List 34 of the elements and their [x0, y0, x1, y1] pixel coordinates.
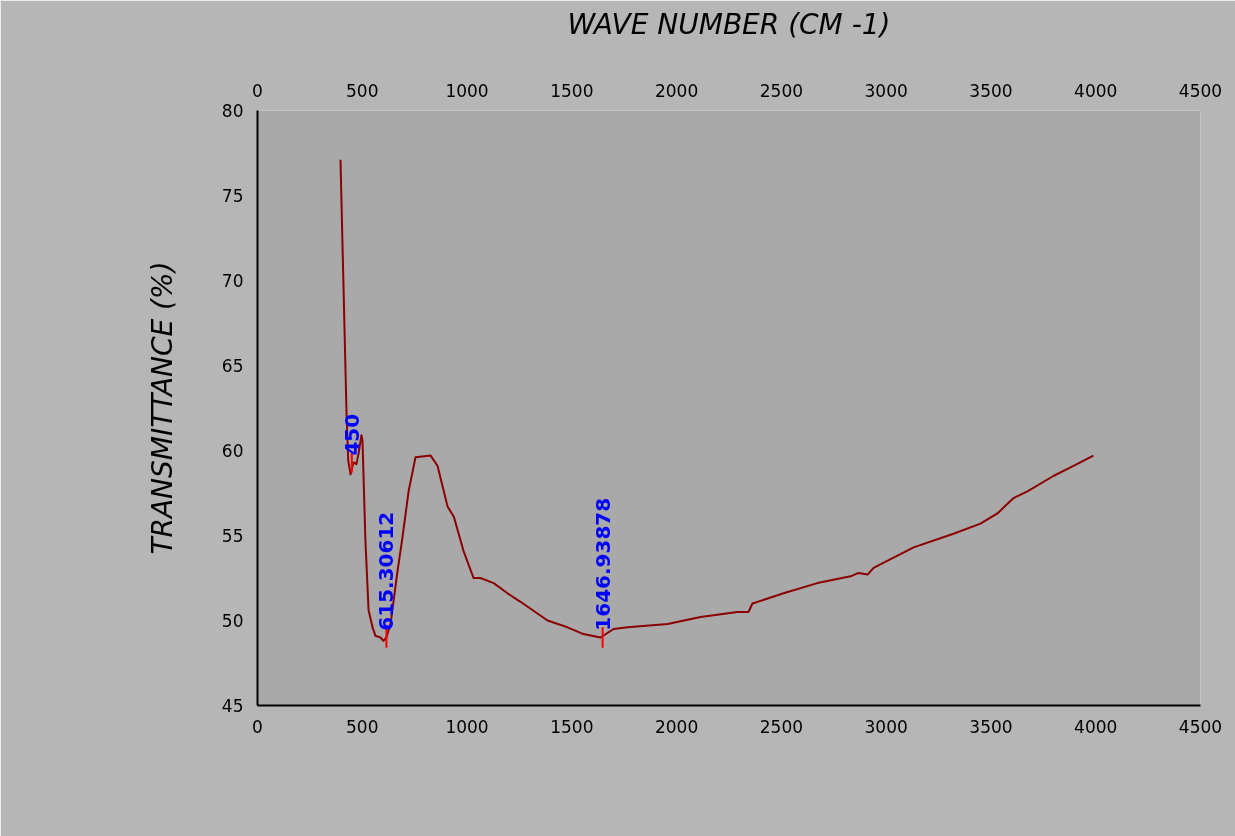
y-tick-label: 50 [221, 611, 244, 631]
y-tick-label: 70 [221, 271, 244, 291]
annotation: 450 [339, 413, 364, 456]
annotation: 615.30612 [374, 511, 399, 631]
x-axis-title: WAVE NUMBER (CM -1) [567, 7, 891, 41]
y-axis-title: TRANSMITTANCE (%) [145, 261, 179, 555]
x2-tick-label: 1000 [445, 716, 489, 737]
x2-tick-label: 500 [346, 716, 379, 737]
x-tick-label: 4000 [1074, 80, 1118, 101]
x2-tick-label: 0 [252, 716, 263, 737]
x-tick-label: 4500 [1178, 80, 1223, 101]
y-tick-label: 80 [221, 101, 244, 121]
y-tick-label: 55 [221, 526, 244, 546]
y-tick-label: 60 [221, 441, 244, 461]
x2-tick-label: 2500 [759, 716, 804, 737]
x-tick-label: 500 [346, 80, 379, 101]
x-tick-label: 3000 [864, 80, 908, 101]
y-tick-label: 75 [221, 186, 244, 206]
x2-tick-label: 1500 [550, 716, 594, 737]
x-tick-label: 2000 [654, 80, 699, 101]
x2-tick-label: 2000 [654, 716, 699, 737]
x-tick-label: 0 [252, 80, 263, 101]
x2-tick-label: 3000 [864, 716, 908, 737]
y-tick-label: 45 [221, 696, 244, 716]
y-tick-label: 65 [221, 356, 244, 376]
x-tick-label: 2500 [759, 80, 804, 101]
x-tick-label: 1500 [550, 80, 594, 101]
x-tick-label: 3500 [969, 80, 1013, 101]
x2-tick-label: 3500 [969, 716, 1013, 737]
annotation: 1646.93878 [590, 497, 615, 631]
x2-tick-label: 4000 [1074, 716, 1118, 737]
x2-tick-label: 4500 [1178, 716, 1223, 737]
x-tick-label: 1000 [445, 80, 489, 101]
line-series [339, 158, 1095, 642]
